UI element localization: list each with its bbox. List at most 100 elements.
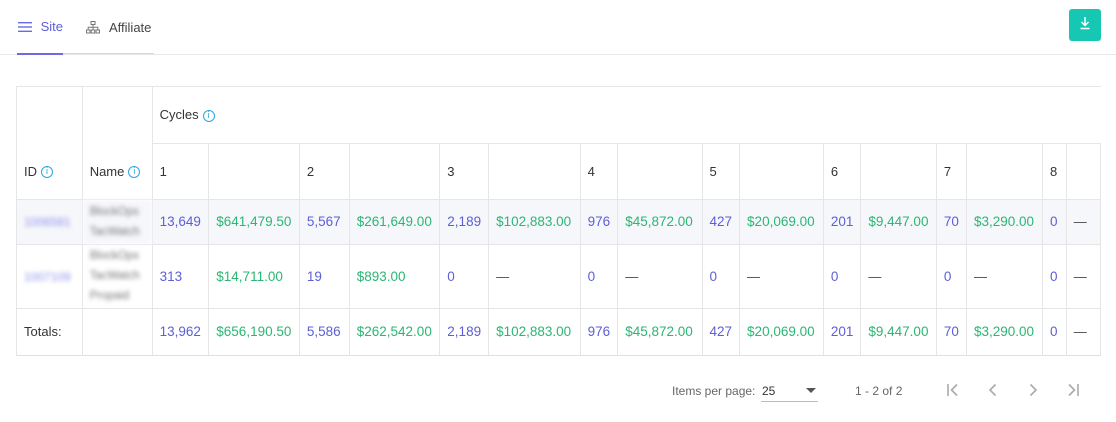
name-line: BlockOps [89, 205, 139, 218]
name-line: Propaid [89, 290, 130, 302]
tab-affiliate-underline [63, 53, 154, 54]
totals-name-cell [82, 308, 153, 355]
info-icon[interactable]: i [202, 109, 215, 122]
totals-row: Totals: 13,962 $656,190.50 5,586 $262,54… [17, 308, 1101, 355]
cycle-number: 1 [152, 143, 210, 200]
id-link[interactable]: 1007109 [24, 269, 71, 284]
id-header: ID i [17, 87, 83, 200]
count-cell: 976 [580, 199, 619, 245]
amount-cell: $45,872.00 [617, 199, 703, 245]
count-cell: 0 [580, 244, 619, 309]
total-count-cell: 13,962 [152, 308, 210, 355]
items-per-page-select[interactable]: 25 [761, 382, 818, 402]
amount-cell: $20,069.00 [739, 199, 824, 245]
name-header: Name i [82, 87, 153, 200]
cycles-table: ID i Name i Cycles i 1 2 3 4 5 6 7 8 100658… [16, 86, 1101, 356]
amount-cell: — [617, 244, 703, 309]
total-amount-cell: $3,290.00 [966, 308, 1044, 355]
first-page-icon [945, 382, 961, 403]
count-cell: 0 [1042, 199, 1067, 245]
amount-cell: $102,883.00 [488, 199, 581, 245]
count-cell: 201 [823, 199, 862, 245]
count-cell: 2,189 [439, 199, 490, 245]
items-per-page-value: 25 [762, 384, 776, 398]
totals-label: Totals: [17, 308, 83, 355]
amount-cell: $14,711.00 [208, 244, 300, 309]
amount-cell: — [966, 244, 1044, 309]
total-amount-cell: $102,883.00 [488, 308, 581, 355]
info-icon[interactable]: i [41, 166, 53, 179]
sitemap-icon [85, 20, 101, 36]
count-cell: 0 [823, 244, 862, 309]
name-line: TacWatch [89, 225, 140, 238]
cycles-header-label: Cycles [159, 107, 199, 123]
download-icon [1078, 16, 1092, 35]
amount-cell: $3,290.00 [966, 199, 1044, 245]
first-page-button[interactable] [941, 380, 965, 404]
id-cell: 1006581 [17, 199, 83, 245]
chevron-down-icon [806, 388, 816, 393]
tab-site-label: Site [40, 19, 63, 34]
cycle-number: 3 [439, 143, 490, 200]
amount-cell: $261,649.00 [349, 199, 441, 245]
count-cell: 13,649 [152, 199, 210, 245]
count-cell: 0 [439, 244, 490, 309]
last-page-button[interactable] [1061, 380, 1085, 404]
total-count-cell: 976 [580, 308, 619, 355]
cycle-amount-header [617, 143, 703, 200]
count-cell: 19 [299, 244, 350, 309]
cycles-header: Cycles i [152, 87, 1101, 144]
chevron-left-icon [985, 382, 1001, 403]
cycle-number: 8 [1042, 143, 1067, 200]
info-icon[interactable]: i [128, 166, 141, 179]
previous-page-button[interactable] [981, 380, 1005, 404]
tab-site[interactable]: Site [17, 0, 63, 55]
name-line: BlockOps [89, 250, 139, 262]
total-count-cell: 0 [1042, 308, 1067, 355]
cycle-amount-header [349, 143, 441, 200]
count-cell: 0 [702, 244, 741, 309]
total-amount-cell: $656,190.50 [208, 308, 300, 355]
cycle-amount-header [488, 143, 581, 200]
cycle-number: 4 [580, 143, 619, 200]
name-header-label: Name [89, 163, 125, 179]
amount-cell: — [488, 244, 581, 309]
total-amount-cell: — [1066, 308, 1101, 355]
cycle-number: 5 [702, 143, 741, 200]
total-amount-cell: $262,542.00 [349, 308, 441, 355]
tab-affiliate[interactable]: Affiliate [85, 0, 151, 55]
amount-cell: — [860, 244, 937, 309]
last-page-icon [1065, 382, 1081, 403]
download-button[interactable] [1069, 9, 1101, 41]
total-count-cell: 70 [936, 308, 967, 355]
amount-cell: $893.00 [349, 244, 441, 309]
amount-cell: — [1066, 244, 1101, 309]
total-amount-cell: $45,872.00 [617, 308, 703, 355]
count-cell: 313 [152, 244, 210, 309]
next-page-button[interactable] [1021, 380, 1045, 404]
name-cell: BlockOps TacWatch [82, 199, 153, 245]
items-per-page-label: Items per page: [672, 384, 756, 398]
total-count-cell: 201 [823, 308, 862, 355]
id-cell: 1007109 [17, 244, 83, 309]
amount-cell: $641,479.50 [208, 199, 300, 245]
amount-cell: $9,447.00 [860, 199, 937, 245]
id-header-label: ID [24, 163, 37, 179]
name-line: TacWatch [89, 270, 140, 282]
id-link[interactable]: 1006581 [24, 215, 71, 229]
amount-cell: — [739, 244, 824, 309]
chevron-right-icon [1025, 382, 1041, 403]
amount-cell: — [1066, 199, 1101, 245]
name-cell: BlockOps TacWatch Propaid [82, 244, 153, 309]
cycle-amount-header [860, 143, 937, 200]
count-cell: 427 [702, 199, 741, 245]
count-cell: 0 [936, 244, 967, 309]
cycle-amount-header [1066, 143, 1101, 200]
page-range: 1 - 2 of 2 [855, 384, 903, 398]
table-row: 1006581 BlockOps TacWatch 13,649 $641,479… [17, 199, 1101, 245]
total-count-cell: 5,586 [299, 308, 350, 355]
total-amount-cell: $20,069.00 [739, 308, 824, 355]
tab-bar: Site Affiliate [0, 0, 1116, 55]
menu-icon [17, 19, 33, 35]
table-row: 1007109 BlockOps TacWatch Propaid 313 $14,… [17, 244, 1101, 309]
